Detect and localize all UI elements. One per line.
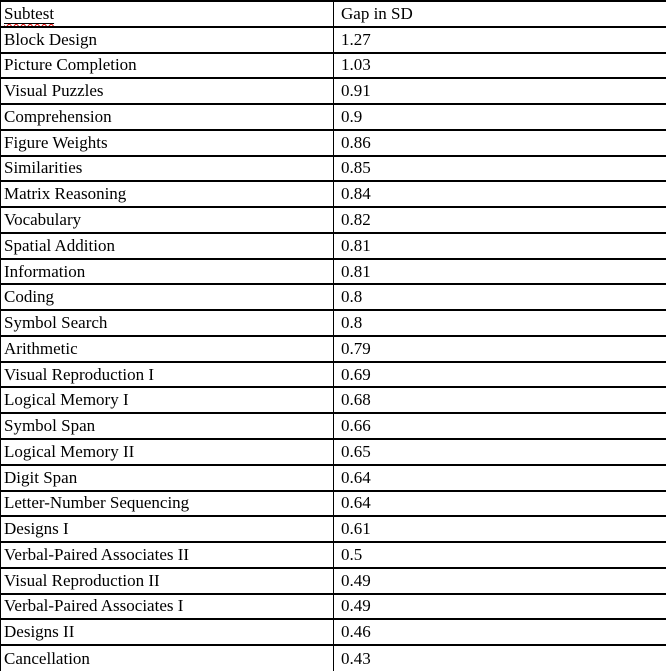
subtest-cell: Comprehension: [1, 104, 334, 130]
subtest-cell: Spatial Addition: [1, 233, 334, 259]
gap-in-sd-cell: 1.27: [334, 27, 666, 53]
subtest-cell: Digit Span: [1, 465, 334, 491]
subtest-cell: Symbol Span: [1, 413, 334, 439]
subtest-cell: Visual Puzzles: [1, 78, 334, 104]
subtest-cell: Vocabulary: [1, 207, 334, 233]
subtest-cell: Logical Memory I: [1, 387, 334, 413]
gap-in-sd-cell: 0.85: [334, 156, 666, 182]
subtest-cell: Figure Weights: [1, 130, 334, 156]
gap-in-sd-cell: 0.82: [334, 207, 666, 233]
gap-in-sd-cell: 1.03: [334, 53, 666, 79]
gap-in-sd-cell: 0.65: [334, 439, 666, 465]
column-header-subtest: Subtest: [1, 1, 334, 27]
gap-in-sd-cell: 0.61: [334, 516, 666, 542]
gap-in-sd-cell: 0.49: [334, 568, 666, 594]
subtest-cell: Symbol Search: [1, 310, 334, 336]
gap-in-sd-cell: 0.79: [334, 336, 666, 362]
gap-in-sd-cell: 0.91: [334, 78, 666, 104]
gap-in-sd-cell: 0.8: [334, 284, 666, 310]
subtest-cell: Block Design: [1, 27, 334, 53]
gap-in-sd-cell: 0.9: [334, 104, 666, 130]
gap-in-sd-cell: 0.49: [334, 594, 666, 620]
table-header-row: Subtest Gap in SD: [1, 1, 666, 27]
gap-in-sd-cell: 0.43: [334, 645, 666, 671]
subtest-cell: Logical Memory II: [1, 439, 334, 465]
subtest-cell: Designs II: [1, 619, 334, 645]
gap-in-sd-cell: 0.84: [334, 181, 666, 207]
subtest-cell: Matrix Reasoning: [1, 181, 334, 207]
gap-in-sd-cell: 0.64: [334, 491, 666, 517]
gap-in-sd-cell: 0.68: [334, 387, 666, 413]
gap-in-sd-cell: 0.46: [334, 619, 666, 645]
gap-in-sd-cell: 0.81: [334, 233, 666, 259]
subtest-cell: Designs I: [1, 516, 334, 542]
gap-in-sd-cell: 0.81: [334, 259, 666, 285]
subtest-cell: Visual Reproduction I: [1, 362, 334, 388]
gap-in-sd-cell: 0.64: [334, 465, 666, 491]
gap-in-sd-cell: 0.86: [334, 130, 666, 156]
subtest-cell: Picture Completion: [1, 53, 334, 79]
subtest-cell: Similarities: [1, 156, 334, 182]
gap-in-sd-cell: 0.66: [334, 413, 666, 439]
subtest-cell: Cancellation: [1, 645, 334, 671]
gap-in-sd-cell: 0.8: [334, 310, 666, 336]
gap-in-sd-cell: 0.5: [334, 542, 666, 568]
subtest-cell: Verbal-Paired Associates I: [1, 594, 334, 620]
gap-in-sd-cell: 0.69: [334, 362, 666, 388]
subtest-cell: Arithmetic: [1, 336, 334, 362]
subtest-cell: Information: [1, 259, 334, 285]
column-header-gap-in-sd: Gap in SD: [334, 1, 666, 27]
subtest-cell: Visual Reproduction II: [1, 568, 334, 594]
subtest-cell: Letter-Number Sequencing: [1, 491, 334, 517]
column-header-subtest-label: Subtest: [4, 4, 54, 23]
subtest-cell: Verbal-Paired Associates II: [1, 542, 334, 568]
spellcheck-squiggle: Subtest: [4, 4, 54, 23]
subtest-cell: Coding: [1, 284, 334, 310]
